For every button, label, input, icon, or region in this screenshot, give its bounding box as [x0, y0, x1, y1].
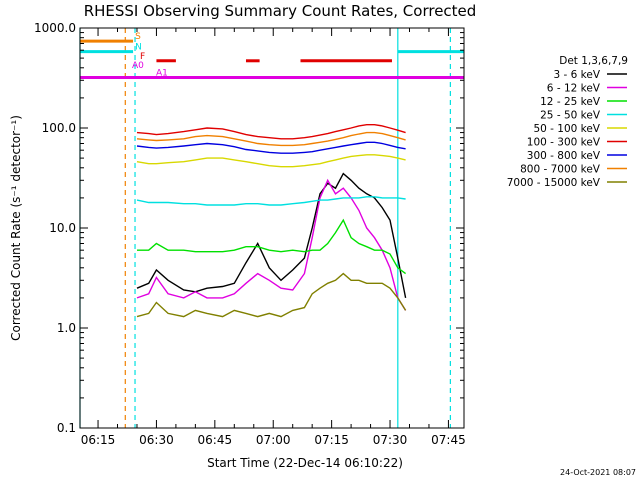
y-tick-label: 1000.0 [34, 21, 76, 35]
legend-label-0: 3 - 6 keV [553, 69, 600, 81]
series-line-5 [136, 123, 406, 140]
legend-label-3: 25 - 50 keV [540, 110, 601, 122]
legend-label-2: 12 - 25 keV [540, 96, 601, 108]
series-line-1 [136, 178, 407, 311]
x-axis-label: Start Time (22-Dec-14 06:10:22) [207, 456, 403, 470]
legend-label-4: 50 - 100 keV [533, 123, 600, 135]
series-line-0 [136, 172, 407, 299]
x-axis: 06:15 06:30 06:45 07:00 07:15 07:30 07:45 [81, 28, 466, 447]
legend-label-6: 300 - 800 keV [527, 150, 601, 162]
x-tick-label: 07:00 [256, 433, 291, 447]
y-axis: 0.1 1.0 10.0 100.0 1000.0 [34, 21, 464, 435]
x-tick-label: 07:15 [314, 433, 349, 447]
y-tick-label: 1.0 [57, 321, 76, 335]
series-line-3 [136, 196, 406, 206]
flag-label-f: F [140, 52, 145, 62]
flag-label-n: N [135, 43, 142, 53]
y-tick-label: 0.1 [57, 421, 76, 435]
flag-label-s: S [135, 32, 141, 42]
legend-label-8: 7000 - 15000 keV [507, 177, 601, 189]
chart-title: RHESSI Observing Summary Count Rates, Co… [84, 2, 477, 20]
footer-timestamp: 24-Oct-2021 08:07 [560, 468, 636, 477]
legend-label-1: 6 - 12 keV [547, 83, 601, 95]
y-tick-label: 10.0 [49, 221, 76, 235]
x-tick-label: 07:45 [431, 433, 466, 447]
legend-title: Det 1,3,6,7,9 [559, 55, 628, 67]
y-axis-label: Corrected Count Rate (s⁻¹ detector⁻¹) [9, 115, 23, 341]
series-line-2 [137, 218, 407, 275]
series-group [136, 123, 407, 318]
x-tick-label: 06:45 [198, 433, 233, 447]
x-tick-label: 07:30 [373, 433, 408, 447]
flag-label-a0: A0 [132, 61, 144, 71]
legend-label-7: 800 - 7000 keV [520, 164, 601, 176]
x-tick-label: 06:30 [139, 433, 174, 447]
legend-label-5: 100 - 300 keV [527, 137, 601, 149]
series-line-7 [136, 131, 406, 147]
series-line-8 [136, 272, 407, 318]
series-line-6 [136, 141, 406, 154]
flag-label-a1: A1 [156, 68, 168, 78]
series-line-4 [136, 154, 406, 168]
x-tick-label: 06:15 [81, 433, 116, 447]
y-tick-label: 100.0 [42, 121, 76, 135]
